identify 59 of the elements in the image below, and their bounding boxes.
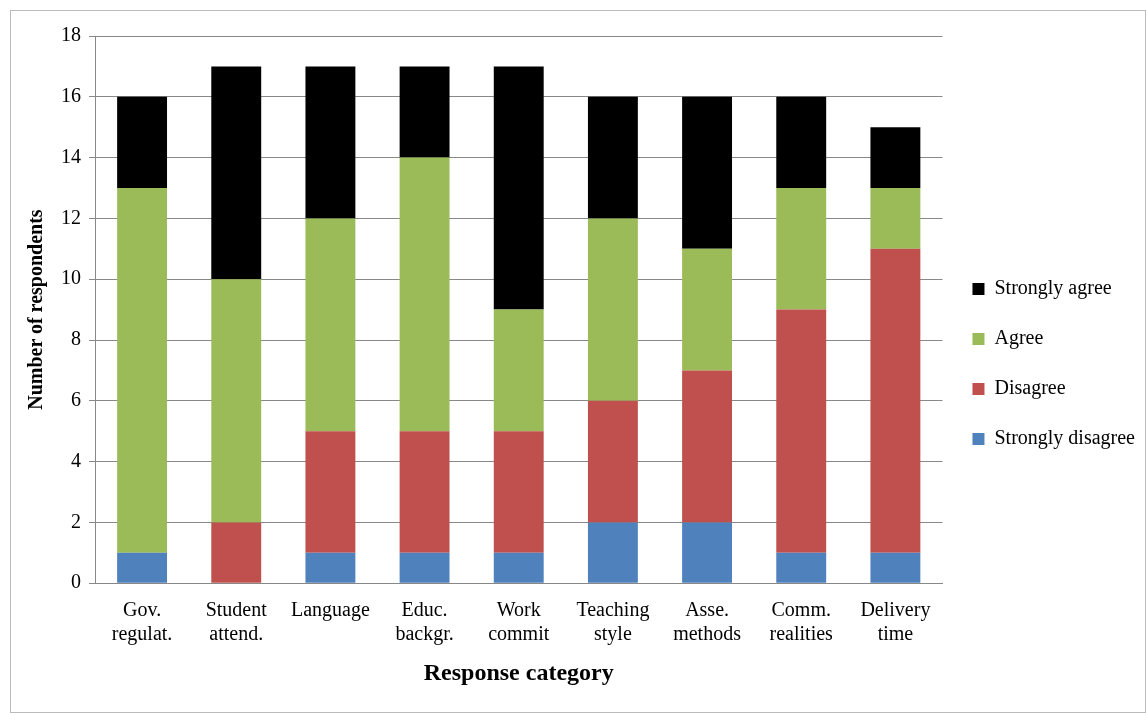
bar <box>399 66 450 158</box>
y-axis-title: Number of respondents <box>24 209 48 410</box>
legend-label: Agree <box>994 326 1044 350</box>
x-tick-label: Comm. realities <box>769 598 834 645</box>
bar <box>493 66 544 310</box>
bar <box>211 66 262 280</box>
bar <box>776 96 827 188</box>
legend-label: Strongly agree <box>994 276 1112 300</box>
bar <box>305 431 356 553</box>
bar <box>776 188 827 310</box>
bar <box>211 279 262 523</box>
x-tick-label: Gov. regulat. <box>111 598 173 646</box>
x-tick-label: Teaching style <box>576 598 650 646</box>
bar <box>587 218 638 401</box>
bar <box>587 400 638 523</box>
bar <box>493 552 544 583</box>
y-tick-label: 8 <box>71 327 81 350</box>
bar <box>776 309 827 553</box>
y-tick-label: 2 <box>71 509 81 532</box>
bar <box>587 522 638 583</box>
bar <box>682 522 733 583</box>
bar <box>305 66 356 219</box>
x-tick-label: Educ. backgr. <box>395 598 454 646</box>
bar <box>211 522 262 583</box>
bar <box>117 188 168 553</box>
bar <box>682 248 733 371</box>
bar <box>117 96 168 188</box>
x-tick-label: Student attend. <box>205 598 268 645</box>
bar <box>493 431 544 553</box>
bar <box>776 552 827 583</box>
x-tick-label: Language <box>290 598 370 622</box>
bar <box>870 248 921 553</box>
bar <box>587 96 638 219</box>
legend-label: Disagree <box>994 376 1066 400</box>
bar <box>682 370 733 523</box>
bar <box>682 96 733 249</box>
x-axis-title: Response category <box>423 658 614 685</box>
bar <box>399 431 450 553</box>
bar <box>870 127 921 188</box>
x-tick-label: Work commit <box>488 598 550 645</box>
bar <box>493 309 544 432</box>
bar <box>870 552 921 583</box>
bar <box>305 218 356 432</box>
y-tick-label: 12 <box>61 205 81 228</box>
x-tick-label: Asse. methods <box>673 598 742 645</box>
legend-label: Strongly disagree <box>994 426 1136 450</box>
y-tick-label: 14 <box>61 144 81 167</box>
bar <box>305 552 356 583</box>
y-tick-label: 6 <box>71 388 81 411</box>
y-tick-label: 16 <box>61 84 81 107</box>
bar <box>399 157 450 432</box>
bar <box>399 552 450 583</box>
y-tick-label: 4 <box>71 448 81 471</box>
x-tick-label: Delivery time <box>860 598 931 645</box>
y-tick-label: 0 <box>71 570 81 593</box>
bar <box>117 552 168 583</box>
y-tick-label: 10 <box>61 266 81 289</box>
bar <box>870 188 921 249</box>
y-tick-label: 18 <box>61 23 81 46</box>
